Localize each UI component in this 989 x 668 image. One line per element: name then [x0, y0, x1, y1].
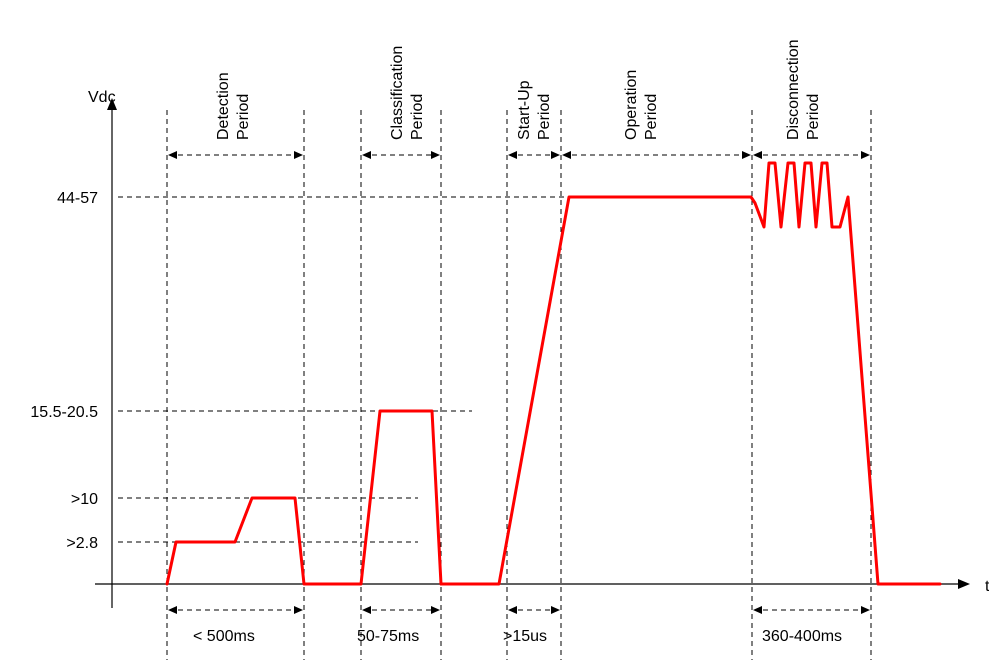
y-axis-label: Vdc [88, 89, 116, 106]
svg-text:Period: Period [536, 94, 553, 140]
x-axis-label: t [985, 578, 989, 595]
level-label-10: >10 [71, 491, 98, 508]
duration-label-disconnection: 360-400ms [762, 628, 842, 645]
svg-text:Period: Period [235, 94, 252, 140]
svg-text:Operation: Operation [623, 70, 640, 140]
period-label-operation: Operation Period [623, 70, 660, 140]
svg-text:Period: Period [805, 94, 822, 140]
duration-label-detection: < 500ms [193, 628, 255, 645]
svg-text:Period: Period [643, 94, 660, 140]
period-label-startup: Start-Up Period [516, 80, 553, 140]
duration-label-classification: 50-75ms [357, 628, 419, 645]
level-label-15-5-20-5: 15.5-20.5 [30, 404, 98, 421]
level-label-2-8: >2.8 [66, 535, 98, 552]
period-label-detection: Detection Period [215, 72, 252, 140]
period-label-classification: Classification Period [389, 46, 426, 140]
x-axis-arrowhead [958, 579, 970, 589]
level-label-44-57: 44-57 [57, 190, 98, 207]
svg-text:Detection: Detection [215, 72, 232, 140]
svg-text:Disconnection: Disconnection [785, 40, 802, 141]
voltage-waveform [167, 163, 940, 584]
svg-text:Start-Up: Start-Up [516, 80, 533, 140]
svg-text:Classification: Classification [389, 46, 406, 140]
duration-label-startup: >15us [503, 628, 547, 645]
svg-text:Period: Period [409, 94, 426, 140]
period-label-disconnection: Disconnection Period [785, 40, 822, 141]
